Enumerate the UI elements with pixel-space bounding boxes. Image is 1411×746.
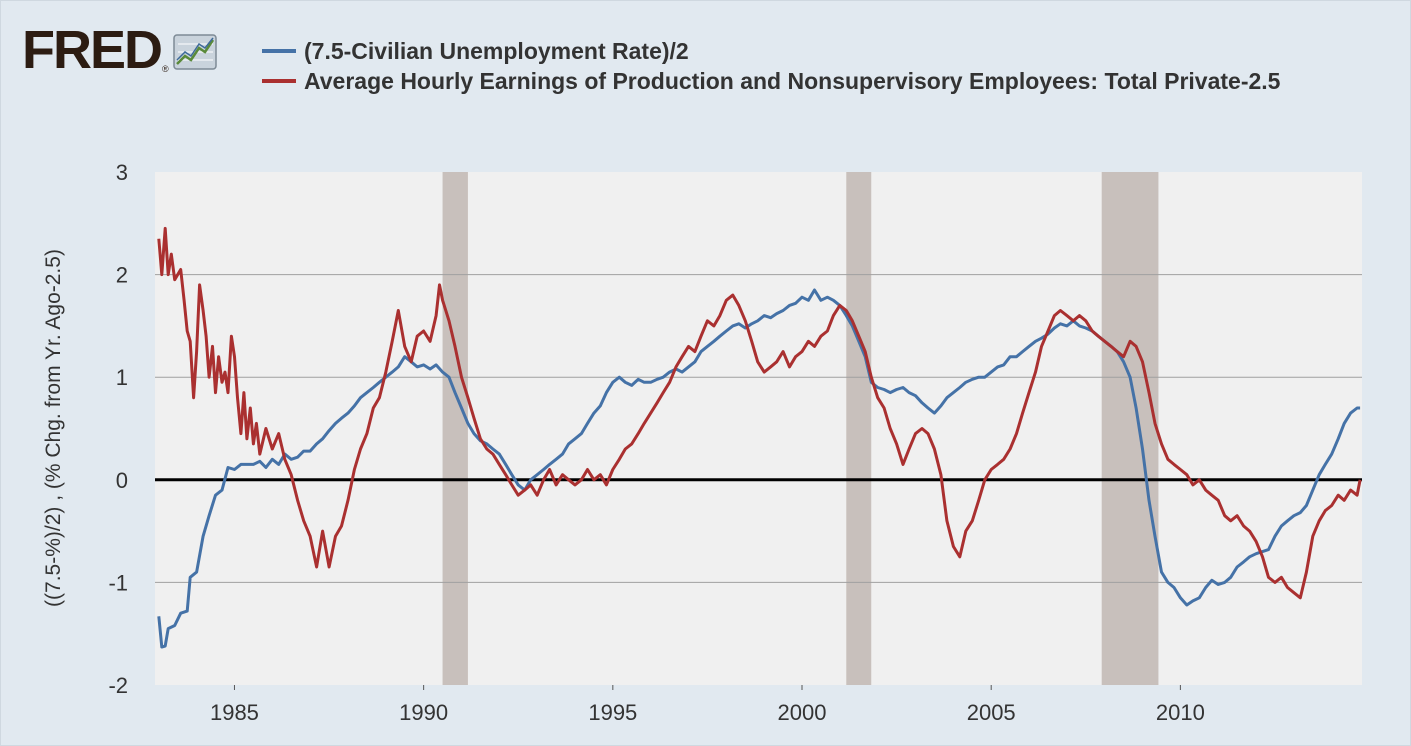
fred-logo[interactable]: FRED ® [22,22,217,82]
series-lines [157,226,1362,649]
recession-band [846,172,872,685]
y-tick-label: 2 [116,263,128,288]
legend: (7.5-Civilian Unemployment Rate)/2 Avera… [262,36,1402,96]
y-tick-label: 0 [116,468,128,493]
logo-text: FRED [22,20,163,80]
legend-label: Average Hourly Earnings of Production an… [304,68,1281,94]
x-axis-ticks: 1985 1990 1995 2000 2005 2010 [210,685,1205,725]
series-line-hourly-earnings [157,226,1362,600]
x-tick-label: 1995 [588,700,637,725]
y-axis-label: ((7.5-%)/2) , (% Chg. from Yr. Ago-2.5) [42,249,65,607]
y-tick-label: -1 [108,570,128,595]
legend-swatch-red [262,79,296,83]
x-tick-label: 2000 [778,700,827,725]
y-tick-label: -2 [108,673,128,698]
plot-area [155,172,1362,685]
x-tick-label: 1990 [399,700,448,725]
legend-label: (7.5-Civilian Unemployment Rate)/2 [304,38,689,64]
y-axis-ticks: 3 2 1 0 -1 -2 [108,160,128,698]
legend-item-hourly-earnings[interactable]: Average Hourly Earnings of Production an… [262,66,1402,96]
x-tick-label: 1985 [210,700,259,725]
chart-line-icon [172,34,217,70]
legend-swatch-blue [262,49,296,53]
legend-item-unemployment[interactable]: (7.5-Civilian Unemployment Rate)/2 [262,36,1402,66]
series-line-unemployment [157,288,1361,649]
y-tick-label: 1 [116,365,128,390]
recession-bands [442,172,1159,685]
x-tick-label: 2005 [967,700,1016,725]
logo-registered-mark: ® [162,64,169,74]
y-tick-label: 3 [116,160,128,185]
recession-band [1101,172,1159,685]
x-tick-label: 2010 [1156,700,1205,725]
recession-band [442,172,468,685]
